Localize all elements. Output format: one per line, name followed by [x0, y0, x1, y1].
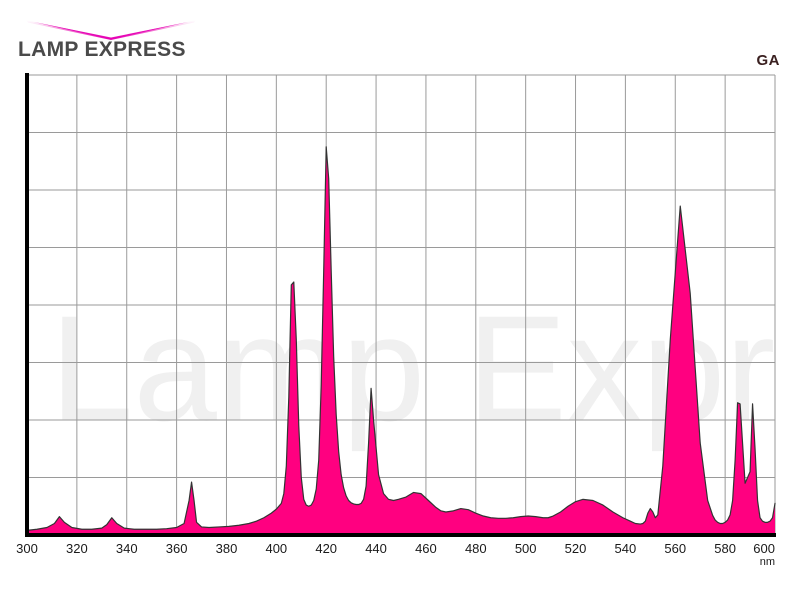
spectrum-fill — [27, 146, 775, 535]
logo-text: LAMP EXPRESS — [18, 38, 186, 61]
x-tick-label: 520 — [565, 541, 587, 556]
x-tick-label: 600 — [753, 541, 775, 556]
lamp-code-label: GA — [756, 52, 780, 69]
x-tick-label: 540 — [615, 541, 637, 556]
series-area — [26, 146, 776, 535]
x-axis-unit-label: nm — [760, 556, 775, 568]
lamp-express-logo: LAMP EXPRESS — [18, 18, 238, 66]
x-tick-label: 400 — [265, 541, 287, 556]
watermark: Lamp Express — [50, 284, 800, 452]
x-tick-labels: 300 320 340 360 380 400 420 440 460 480 500 520 540 5… — [16, 541, 775, 568]
x-tick-label: 440 — [365, 541, 387, 556]
x-tick-label: 580 — [714, 541, 736, 556]
x-tick-label: 360 — [166, 541, 188, 556]
x-tick-label: 380 — [216, 541, 238, 556]
x-tick-label: 460 — [415, 541, 437, 556]
x-tick-label: 420 — [315, 541, 337, 556]
x-tick-label: 500 — [515, 541, 537, 556]
x-tick-label: 340 — [116, 541, 138, 556]
x-tick-label: 560 — [664, 541, 686, 556]
axis-lines — [25, 73, 776, 537]
x-tick-label: 480 — [465, 541, 487, 556]
spectrum-outline — [26, 146, 776, 531]
x-tick-label: 300 — [16, 541, 38, 556]
x-tick-label: 320 — [66, 541, 88, 556]
watermark-text: Lamp Express — [50, 284, 800, 452]
